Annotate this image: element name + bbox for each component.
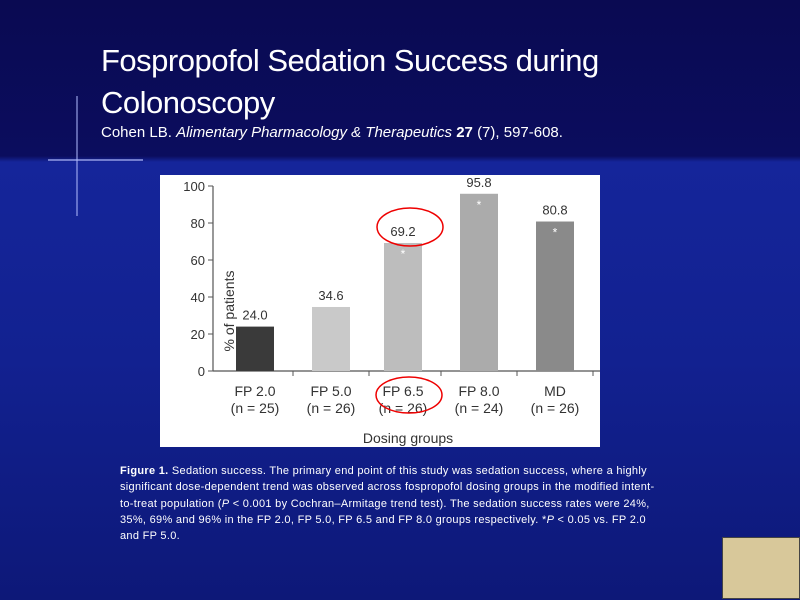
chart: % of patients Dosing groups 0 20 40 60 80 100… [183,175,600,446]
annotation-circle [375,376,443,414]
chart-panel: % of patients Dosing groups 0 20 40 60 80 100… [160,175,600,447]
annotation-circle [376,207,444,247]
x-axis-label: Dosing groups [363,430,453,446]
caption-text: Sedation success. The primary end point … [120,465,655,510]
citation-author: Cohen LB. [101,124,172,141]
x-tick-sublabel: (n = 25) [231,400,280,416]
value-label: 34.6 [318,288,343,303]
figure-caption: Figure 1. Sedation success. The primary … [120,463,665,544]
caption-text: P [546,513,555,526]
citation-journal: Alimentary Pharmacology & Therapeutics [176,124,453,141]
x-tick-label: MD [544,383,566,399]
x-tick-sublabel: (n = 24) [455,400,504,416]
y-tick-label: 40 [191,290,205,305]
bar [460,193,498,371]
value-label: 24.0 [242,308,267,323]
bar [312,306,350,371]
y-tick-label: 60 [191,253,205,268]
y-tick-label: 80 [191,216,205,231]
citation: Cohen LB. Alimentary Pharmacology & Ther… [101,124,563,141]
value-label: 69.2 [390,224,415,239]
bar [384,242,422,371]
caption-label: Figure 1. [120,465,169,477]
x-tick-label: FP 8.0 [459,383,500,399]
bar [236,326,274,371]
caption-text: P [221,497,230,510]
slide-title: Fospropofol Sedation Success during Colo… [101,43,599,120]
significance-marker: * [401,247,406,261]
y-tick-label: 0 [198,364,205,379]
bar [536,221,574,371]
citation-pages: (7), 597-608. [477,124,563,141]
y-tick-label: 20 [191,327,205,342]
x-tick-label: FP 5.0 [311,383,352,399]
x-tick-label: FP 2.0 [235,383,276,399]
x-tick-sublabel: (n = 26) [307,400,356,416]
caption-text: < 0.05 vs. FP 2.0 and FP 5.0. [120,513,646,543]
x-tick-label: FP 6.5 [383,383,424,399]
value-label: 80.8 [542,203,567,218]
logo [722,537,800,599]
y-axis-label: % of patients [221,271,237,352]
value-label: 95.8 [466,175,491,190]
caption-text: < 0.001 by Cochran–Armitage trend test).… [120,497,650,526]
significance-marker: * [477,198,482,212]
x-tick-sublabel: (n = 26) [531,400,580,416]
citation-volume: 27 [456,124,473,141]
y-tick-label: 100 [183,179,205,194]
decoration [48,159,143,161]
significance-marker: * [553,226,558,240]
decoration [76,96,78,216]
